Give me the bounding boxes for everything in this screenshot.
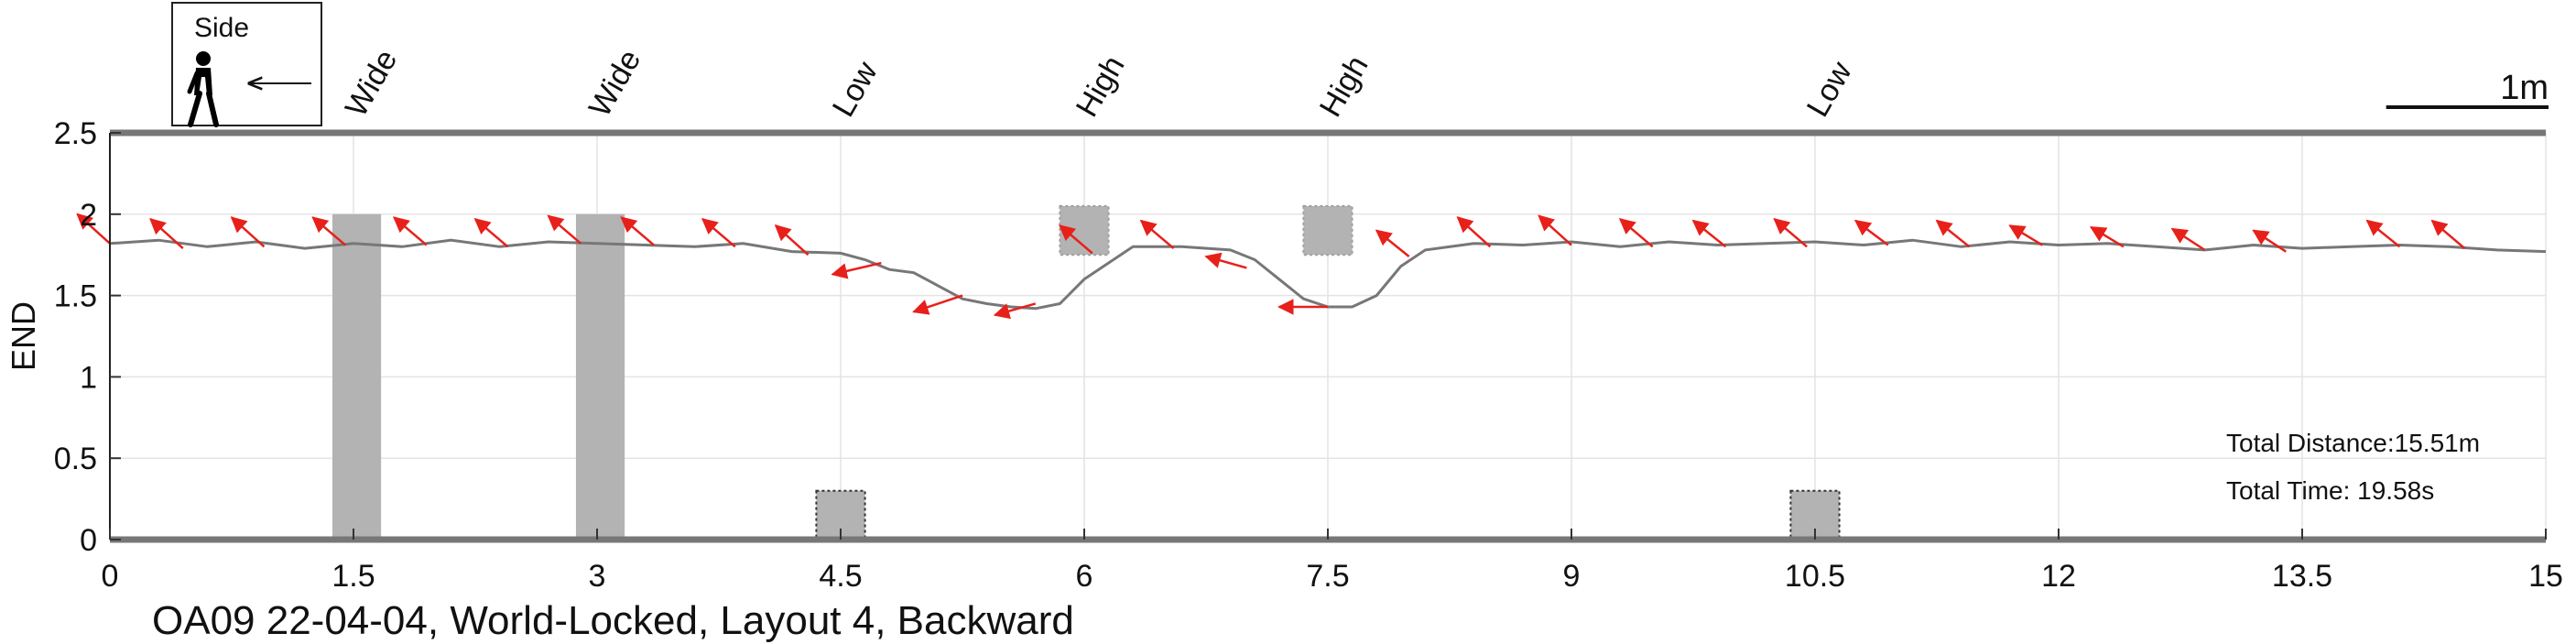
x-tick-label: 4.5 xyxy=(819,559,862,594)
heading-arrow xyxy=(620,216,655,246)
heading-arrow xyxy=(1618,217,1654,248)
obstacle-high xyxy=(1302,204,1353,257)
heading-arrow xyxy=(993,302,1037,320)
trajectory-line xyxy=(109,238,2547,311)
obstacle-label: Wide xyxy=(582,44,648,123)
obstacle-tall xyxy=(575,213,625,540)
heading-arrow xyxy=(149,217,184,250)
x-tick-label: 13.5 xyxy=(2272,559,2332,594)
y-tick-label: 2.5 xyxy=(54,116,97,151)
heading-arrow xyxy=(1375,229,1410,257)
legend-label: Side xyxy=(194,13,249,43)
heading-arrow xyxy=(393,216,428,246)
y-axis-ticks: 0 0.5 1 1.5 2 2.5 xyxy=(54,116,121,558)
x-tick-label: 3 xyxy=(589,559,606,594)
total-time: Total Time: 19.58s xyxy=(2226,476,2434,505)
x-tick-label: 15 xyxy=(2528,559,2563,594)
y-axis-label: END xyxy=(5,301,42,371)
heading-arrow xyxy=(547,214,582,245)
heading-arrow xyxy=(2252,229,2287,253)
heading-arrow xyxy=(1773,217,1808,248)
heading-arrow xyxy=(2008,224,2043,246)
heading-arrow xyxy=(912,294,963,315)
heading-arrow xyxy=(2170,227,2206,251)
legend: Side xyxy=(171,2,322,127)
heading-arrow xyxy=(1538,214,1572,246)
obstacle-tall xyxy=(332,213,382,540)
trajectory xyxy=(109,238,2547,311)
heading-arrow xyxy=(1059,224,1093,255)
heading-arrow xyxy=(701,217,736,248)
x-tick-label: 0 xyxy=(102,559,119,594)
heading-arrow xyxy=(1204,252,1247,269)
y-tick-label: 1 xyxy=(80,360,97,395)
heading-arrow xyxy=(2430,219,2466,250)
heading-arrow xyxy=(230,216,266,248)
obstacle-label: Wide xyxy=(339,44,405,123)
heading-arrow xyxy=(2089,225,2125,248)
total-distance: Total Distance:15.51m xyxy=(2226,429,2480,457)
chart-title: OA09 22-04-04, World-Locked, Layout 4, B… xyxy=(152,598,1074,643)
heading-arrow xyxy=(1139,219,1175,250)
heading-arrow xyxy=(473,217,509,248)
y-tick-label: 2 xyxy=(80,198,97,233)
x-tick-label: 12 xyxy=(2041,559,2076,594)
x-tick-label: 7.5 xyxy=(1306,559,1349,594)
x-tick-label: 10.5 xyxy=(1785,559,1845,594)
heading-arrow xyxy=(1935,219,1971,248)
obstacle-label: Low xyxy=(826,56,885,123)
x-tick-label: 6 xyxy=(1076,559,1093,594)
heading-arrow xyxy=(1853,219,1889,246)
heading-arrow xyxy=(311,216,346,246)
heading-arrow xyxy=(1691,219,1727,248)
x-axis-ticks: 0 1.5 3 4.5 6 7.5 9 10.5 12 13.5 15 xyxy=(102,529,2563,594)
obstacle-label: High xyxy=(1313,49,1375,123)
heading-arrow xyxy=(2365,219,2401,248)
obstacle-labels: Wide Wide Low High High Low xyxy=(339,44,1859,123)
y-tick-label: 0 xyxy=(80,523,97,558)
heading-arrow xyxy=(774,224,810,257)
x-tick-label: 9 xyxy=(1563,559,1581,594)
scale-bar-label: 1m xyxy=(2500,69,2549,107)
scale-bar: 1m xyxy=(2386,69,2549,109)
heading-arrow xyxy=(1456,216,1492,248)
y-tick-label: 0.5 xyxy=(54,442,97,476)
y-tick-label: 1.5 xyxy=(54,279,97,314)
x-tick-label: 1.5 xyxy=(332,559,375,594)
heading-arrow xyxy=(76,213,111,245)
walking-person-icon xyxy=(187,51,219,127)
heading-arrows xyxy=(76,213,2466,320)
obstacle-label: High xyxy=(1070,49,1132,123)
obstacle-label: Low xyxy=(1800,56,1859,123)
heading-arrow xyxy=(831,261,882,279)
obstacles xyxy=(332,204,1841,540)
